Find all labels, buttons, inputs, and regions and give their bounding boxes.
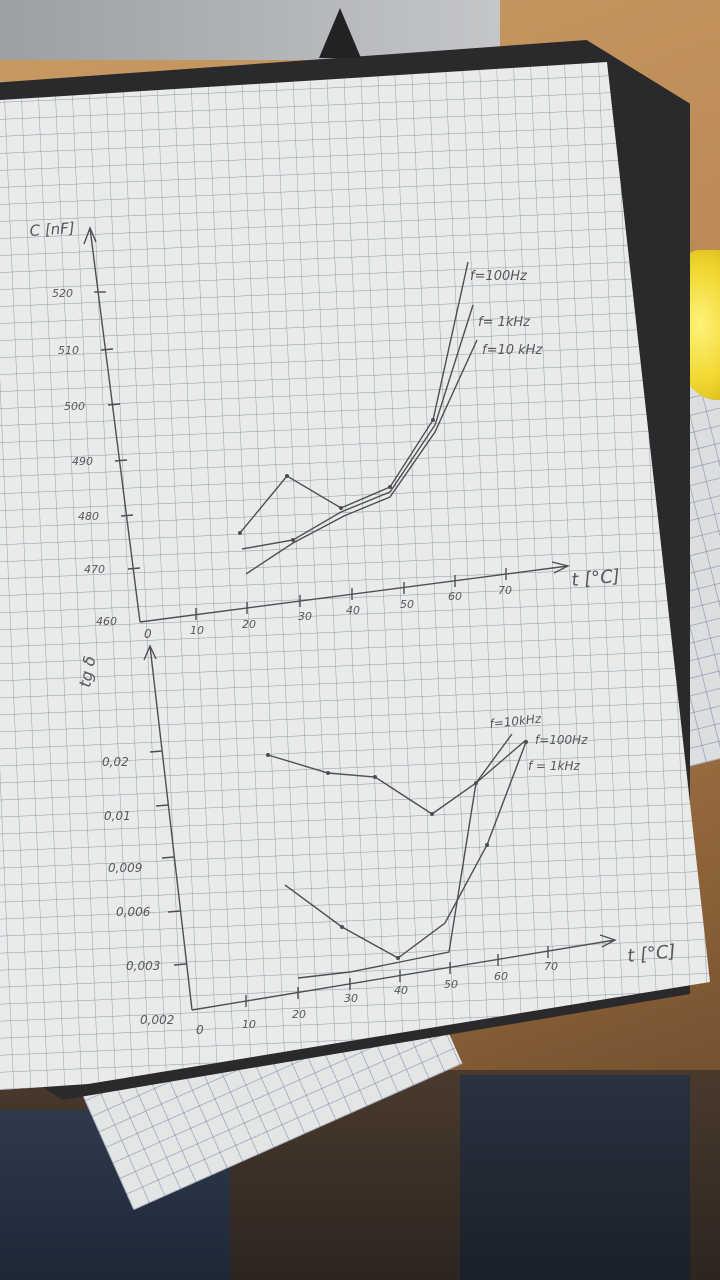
top-x-ticks [195, 568, 507, 620]
bottom-legend-100hz: f=100Hz [535, 733, 588, 747]
bottom-y-tick-label: 0,02 [102, 755, 129, 769]
top-y-ticks [94, 291, 141, 570]
bottom-y-tick-label: 0,002 [140, 1013, 174, 1027]
bottom-legend-10khz: f=10kHz [489, 712, 543, 731]
bottom-y-axis [149, 645, 193, 1011]
top-x-tick-label: 60 [448, 590, 462, 603]
top-x-tick-label: 30 [298, 610, 312, 623]
bottom-x-tick-label: 10 [242, 1018, 256, 1031]
bottom-y-arrow [143, 644, 157, 661]
top-plot [83, 226, 571, 623]
top-data-points [238, 418, 435, 542]
bottom-plot [143, 644, 617, 1011]
bottom-x-tick-label: 50 [444, 978, 458, 991]
bottom-x-ticks [245, 946, 549, 1007]
top-y-tick-label: 500 [64, 400, 85, 413]
jeans-leg-right [460, 1075, 690, 1280]
top-x-arrow [551, 561, 571, 574]
top-y-tick-label: 460 [96, 615, 117, 628]
grey-sheet [0, 0, 500, 60]
top-x-tick-label: 20 [242, 618, 256, 631]
bottom-y-tick-label: 0,009 [108, 861, 142, 875]
top-y-tick-label: 510 [58, 344, 79, 357]
top-y-tick-label: 480 [78, 510, 99, 523]
top-legend-10khz: f=10 kHz [482, 343, 543, 358]
top-legend-1khz: f= 1kHz [478, 315, 531, 330]
top-x-tick-label: 40 [346, 604, 360, 617]
top-y-tick-label: 470 [84, 563, 105, 576]
bottom-curve-10khz [267, 733, 513, 815]
bottom-x-tick-label: 0 [196, 1023, 204, 1037]
bottom-x-tick-label: 40 [394, 984, 408, 997]
bottom-data-points [266, 740, 528, 960]
bottom-plot-labels: tg δ t [°C] 0,002 0,003 0,006 0,009 0,01… [75, 654, 676, 1037]
bottom-y-tick-label: 0,003 [126, 959, 160, 973]
top-legend-100hz: f=100Hz [470, 269, 528, 284]
bottom-x-arrow [599, 934, 617, 948]
top-x-tick-label: 10 [190, 624, 204, 637]
top-curve-1khz [241, 304, 474, 550]
bottom-x-axis-label: t [°C] [626, 941, 676, 967]
bottom-curve-1khz [297, 739, 527, 979]
bottom-x-tick-label: 60 [494, 970, 508, 983]
bottom-curve-100hz [284, 741, 527, 959]
bottom-y-ticks [149, 750, 187, 966]
bottom-legend-1khz: f = 1kHz [528, 759, 581, 773]
top-y-tick-label: 490 [72, 455, 93, 468]
bottom-y-tick-label: 0,006 [116, 905, 151, 919]
bottom-y-tick-label: 0,01 [104, 809, 131, 823]
bottom-x-tick-label: 70 [544, 960, 558, 973]
top-y-axis [89, 227, 141, 623]
top-x-axis [139, 565, 569, 623]
top-x-tick-label: 0 [144, 627, 152, 641]
bottom-x-tick-label: 30 [344, 992, 358, 1005]
top-y-tick-label: 520 [52, 287, 73, 300]
top-y-axis-label: C [nF] [29, 219, 75, 240]
top-x-axis-label: t [°C] [571, 566, 621, 591]
top-curve-100hz [239, 261, 469, 534]
bottom-x-axis [191, 939, 616, 1011]
top-plot-labels: C [nF] t [°C] 460 470 480 490 500 510 52… [29, 219, 621, 641]
paper-grid [0, 62, 710, 1090]
top-y-arrow [83, 226, 97, 245]
top-x-tick-label: 70 [498, 584, 512, 597]
bottom-x-tick-label: 20 [292, 1008, 306, 1021]
top-x-tick-label: 50 [400, 598, 414, 611]
top-curve-10khz [245, 339, 478, 575]
